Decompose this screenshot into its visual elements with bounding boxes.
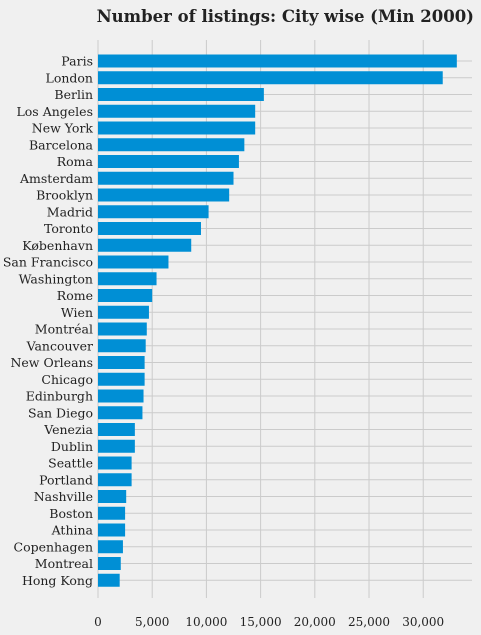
y-tick-label: Copenhagen (14, 539, 94, 554)
bar-12 (98, 255, 169, 269)
bar-20 (98, 389, 144, 403)
bar-15 (98, 305, 149, 319)
bar-27 (98, 506, 126, 520)
bar-2 (98, 88, 264, 101)
x-tick-label: 30,000 (402, 615, 444, 629)
bar-18 (98, 356, 145, 369)
y-tick-label: Chicago (41, 372, 93, 387)
y-tick-label: Brooklyn (36, 188, 93, 203)
y-tick-label: Rome (57, 288, 93, 303)
bar-14 (98, 289, 153, 302)
y-tick-label: New Orleans (10, 355, 93, 370)
bar-5 (98, 138, 245, 152)
y-tick-label: Athina (51, 523, 94, 538)
y-tick-label: Roma (57, 154, 94, 169)
bar-31 (98, 573, 120, 587)
x-tick-label: 0 (94, 615, 102, 629)
y-tick-label: Washington (19, 271, 93, 286)
chart-title: Number of listings: City wise (Min 2000) (97, 7, 474, 26)
y-tick-label: Montréal (35, 322, 93, 337)
bar-10 (98, 222, 201, 235)
y-tick-label: Nashville (34, 489, 93, 504)
bar-19 (98, 372, 145, 386)
y-tick-label: Dublin (51, 439, 93, 454)
y-tick-label: Wien (61, 305, 93, 320)
bar-9 (98, 205, 209, 219)
y-tick-label: Boston (49, 506, 93, 521)
bar-11 (98, 238, 192, 252)
bar-30 (98, 557, 121, 570)
y-tick-label: Edinburgh (26, 389, 93, 404)
bar-23 (98, 439, 135, 453)
bar-28 (98, 523, 126, 537)
y-tick-label: Portland (39, 472, 93, 487)
y-tick-label: Seattle (48, 456, 93, 471)
y-tick-label: Madrid (47, 204, 93, 219)
x-tick-label: 15,000 (240, 615, 282, 629)
y-tick-label: Hong Kong (22, 573, 93, 588)
bar-29 (98, 540, 123, 554)
bar-13 (98, 272, 157, 286)
y-tick-label: Paris (61, 54, 93, 69)
bars (98, 54, 457, 587)
x-tick-label: 20,000 (294, 615, 336, 629)
y-tick-label: New York (32, 121, 94, 136)
y-tick-label: London (46, 70, 93, 85)
bar-25 (98, 473, 132, 487)
y-tick-label: Venezia (43, 422, 93, 437)
bar-4 (98, 121, 256, 135)
bar-22 (98, 423, 135, 436)
x-tick-label: 5,000 (135, 615, 169, 629)
x-tick-label: 25,000 (348, 615, 390, 629)
y-tick-label: San Francisco (3, 255, 93, 270)
bar-16 (98, 322, 147, 336)
bar-1 (98, 71, 443, 85)
y-tick-label: Toronto (44, 221, 93, 236)
y-tick-label: Vancouver (26, 338, 93, 353)
bar-0 (98, 54, 457, 68)
bar-21 (98, 406, 143, 420)
y-tick-label: Los Angeles (16, 104, 93, 119)
bar-8 (98, 188, 230, 202)
x-tick-label: 10,000 (185, 615, 227, 629)
bar-26 (98, 490, 127, 503)
x-tick-labels: 0 5,000 10,000 15,000 20,000 25,000 30,000 (94, 615, 444, 629)
y-tick-label: København (22, 238, 93, 253)
bar-24 (98, 456, 132, 470)
bar-17 (98, 339, 146, 353)
y-tick-label: Barcelona (29, 137, 94, 152)
y-tick-label: Amsterdam (19, 171, 93, 186)
bar-6 (98, 155, 239, 168)
bar-7 (98, 171, 234, 185)
y-tick-label: Berlin (54, 87, 93, 102)
bar-3 (98, 104, 256, 118)
y-tick-label: Montreal (35, 556, 93, 571)
y-tick-label: San Diego (28, 405, 93, 420)
